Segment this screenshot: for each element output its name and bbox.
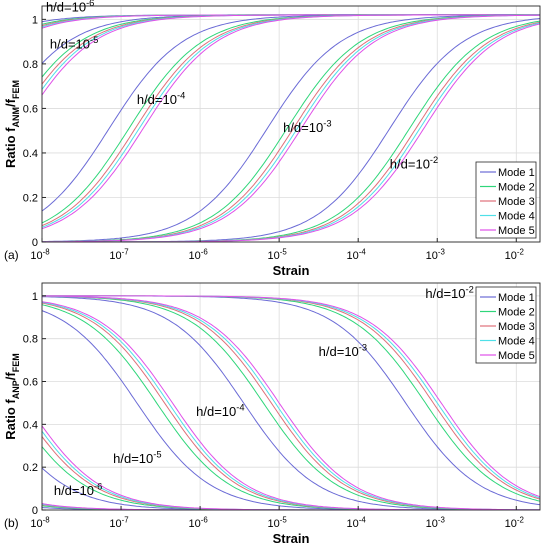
curve-annotation: h/d=10-5 <box>50 35 98 51</box>
series-line-mode5 <box>41 14 540 230</box>
x-tick-label: 10-2 <box>505 515 524 530</box>
x-axis-label: Strain <box>273 531 310 546</box>
legend-label-mode4: Mode 4 <box>498 211 535 223</box>
chart-panel-a: 0 0.2 0.4 0.6 0.8 1 10-8 10-7 10-6 10-5 10-4 10-3 10… <box>3 0 541 278</box>
legend-label-mode3: Mode 3 <box>498 196 535 208</box>
y-tick-label: 1 <box>32 291 38 303</box>
legend-box <box>475 161 537 239</box>
legend-label-mode2: Mode 2 <box>498 182 535 194</box>
series-line-mode5 <box>42 14 541 243</box>
x-tick-label: 10-8 <box>30 247 50 262</box>
legend-label-mode5: Mode 5 <box>498 225 535 237</box>
y-tick-label: 0.2 <box>23 462 38 474</box>
y-tick-label: 0 <box>32 505 38 517</box>
y-tick-label: 0.4 <box>23 419 38 431</box>
legend-label-mode5: Mode 5 <box>498 350 535 362</box>
y-tick-label: 0.4 <box>23 148 38 160</box>
series-line-mode1 <box>42 14 540 242</box>
x-tick-label: 10-5 <box>268 515 288 530</box>
curve-annotation: h/d=10-6 <box>46 0 94 15</box>
curve-annotation: h/d=10-5 <box>113 449 161 465</box>
x-tick-label: 10-4 <box>347 247 367 262</box>
x-tick-label: 10-3 <box>426 515 446 530</box>
legend-label-mode1: Mode 1 <box>498 292 535 304</box>
x-tick-label: 10-6 <box>188 515 208 530</box>
legend-label-mode4: Mode 4 <box>498 336 535 348</box>
curve-annotation: h/d=10-6 <box>54 482 102 498</box>
legend-label-mode1: Mode 1 <box>498 167 535 179</box>
x-tick-label: 10-5 <box>268 247 288 262</box>
series-line-mode5 <box>42 295 540 511</box>
y-tick-label: 0 <box>32 237 38 249</box>
y-axis-label: Ratio fANM/fFEM <box>3 80 21 168</box>
x-tick-label: 10-8 <box>30 515 50 530</box>
y-tick-label: 0.6 <box>23 103 38 115</box>
y-tick-label: 0.6 <box>23 377 38 389</box>
plot-area <box>42 283 540 510</box>
curve-annotation: h/d=10-3 <box>319 342 367 358</box>
chart-panel-b: 0 0.2 0.4 0.6 0.8 1 10-8 10-7 10-6 10-5 10-4 10-3 10… <box>3 282 541 546</box>
y-tick-label: 0.8 <box>23 334 38 346</box>
axes-box <box>41 282 541 511</box>
curve-annotation: h/d=10-4 <box>137 91 185 107</box>
axes-box <box>41 5 541 243</box>
legend-label-mode2: Mode 2 <box>498 307 535 319</box>
curve-annotation: h/d=10-2 <box>425 285 473 301</box>
x-tick-label: 10-2 <box>505 247 524 262</box>
x-tick-label: 10-3 <box>426 247 446 262</box>
y-tick-label: 0.8 <box>23 59 38 71</box>
y-axis-label: Ratio fANP/fFEM <box>3 353 21 439</box>
y-tick-label: 1 <box>32 14 38 26</box>
legend: Mode 1 Mode 2 Mode 3 Mode 4 Mode 5 <box>475 286 537 364</box>
x-tick-label: 10-6 <box>188 247 208 262</box>
curve-annotation: h/d=10-4 <box>196 402 244 418</box>
legend-box <box>475 286 537 364</box>
x-axis-label: Strain <box>273 263 310 278</box>
x-tick-label: 10-7 <box>109 515 128 530</box>
x-tick-label: 10-7 <box>109 247 128 262</box>
legend-label-mode3: Mode 3 <box>498 321 535 333</box>
curve-annotation: h/d=10-2 <box>390 155 438 171</box>
x-tick-label: 10-4 <box>347 515 367 530</box>
series-curves <box>41 14 541 243</box>
panel-label: (a) <box>4 248 19 262</box>
panel-label: (b) <box>4 516 19 530</box>
legend: Mode 1 Mode 2 Mode 3 Mode 4 Mode 5 <box>475 161 537 239</box>
curve-annotation: h/d=10-3 <box>283 118 331 134</box>
series-line-mode5 <box>42 295 541 498</box>
y-tick-label: 0.2 <box>23 192 38 204</box>
